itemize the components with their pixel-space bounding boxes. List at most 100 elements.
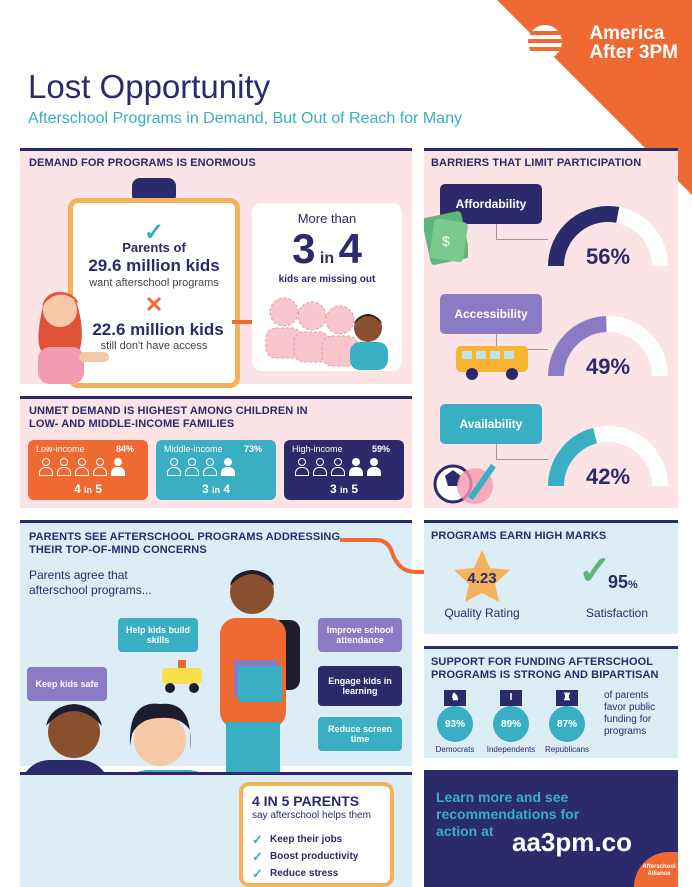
income-label: Low-income bbox=[36, 444, 85, 454]
support-note: of parents favor public funding for prog… bbox=[604, 690, 656, 737]
elephant-icon: ♜ bbox=[556, 690, 578, 706]
person-icon bbox=[38, 458, 54, 476]
barrier-value: 56% bbox=[585, 244, 631, 269]
ratio-display: 3 in 4 bbox=[252, 225, 402, 273]
income-pct: 59% bbox=[372, 444, 391, 454]
person-icon bbox=[348, 458, 364, 476]
person-icon bbox=[184, 458, 200, 476]
money-icon: $ bbox=[424, 211, 468, 265]
ratio-b: 4 bbox=[338, 225, 362, 272]
help-item-label: Boost productivity bbox=[270, 851, 359, 862]
person-head bbox=[114, 458, 122, 466]
person-icon bbox=[166, 458, 182, 476]
cta-line-2: recommendations for bbox=[436, 806, 580, 822]
income-ratio-in: in bbox=[212, 485, 220, 495]
gauge-fill bbox=[548, 316, 607, 377]
support-label: Republicans bbox=[544, 745, 590, 754]
barrier-gauge bbox=[548, 316, 668, 377]
demand-heading: DEMAND FOR PROGRAMS IS ENORMOUS bbox=[29, 157, 256, 169]
check-icon: ✓ bbox=[252, 832, 263, 847]
i-icon: I bbox=[500, 690, 522, 706]
income-ratio-b: 5 bbox=[95, 482, 103, 496]
support-label: Democrats bbox=[435, 745, 475, 754]
rating-value: 4.23 bbox=[467, 570, 497, 587]
unmet-heading-line-2: LOW- AND MIDDLE-INCOME FAMILIES bbox=[29, 418, 235, 430]
tag-improve-school-attendance: Improve school attendance bbox=[318, 618, 402, 652]
alliance-line-1: Afterschool bbox=[642, 864, 676, 870]
person-head bbox=[224, 458, 232, 466]
person-head bbox=[298, 458, 306, 466]
concerns-intro-line-2: afterschool programs... bbox=[29, 583, 152, 597]
person-head bbox=[352, 458, 360, 466]
unmet-heading-line-1: UNMET DEMAND IS HIGHEST AMONG CHILDREN I… bbox=[29, 405, 308, 417]
income-ratio-b: 4 bbox=[223, 482, 231, 496]
logo: America After 3PM bbox=[589, 24, 678, 62]
man-illustration-icon bbox=[220, 570, 300, 772]
person-body bbox=[75, 467, 89, 476]
barrier-gauge bbox=[548, 206, 668, 267]
logo-line-2: After 3PM bbox=[589, 42, 678, 63]
no-access-text: still don't have access bbox=[100, 340, 208, 352]
check-icon: ✓ bbox=[252, 849, 263, 864]
person-body bbox=[349, 467, 363, 476]
income-ratio-a: 3 bbox=[201, 482, 209, 496]
cta-line-3: action at bbox=[436, 823, 494, 839]
ratio-a: 3 bbox=[292, 225, 316, 272]
ratio-in: in bbox=[319, 250, 335, 267]
income-people bbox=[38, 458, 142, 476]
support-badge: 89% bbox=[493, 706, 529, 742]
person-head bbox=[316, 458, 324, 466]
kids-no-access-value: 22.6 million kids bbox=[92, 320, 224, 339]
cta-line-1: Learn more and see bbox=[436, 789, 569, 805]
svg-text:$: $ bbox=[442, 233, 450, 249]
person-body bbox=[57, 467, 71, 476]
more-than-label: More than bbox=[297, 211, 357, 226]
person-head bbox=[334, 458, 342, 466]
want-text: want afterschool programs bbox=[89, 277, 219, 289]
person-icon bbox=[56, 458, 72, 476]
clipboard-clip-icon bbox=[132, 178, 176, 200]
page-subtitle: Afterschool Programs in Demand, But Out … bbox=[28, 110, 462, 127]
tag-reduce-screen-time: Reduce screen time bbox=[318, 717, 402, 751]
support-badge: 87% bbox=[549, 706, 585, 742]
person-head bbox=[170, 458, 178, 466]
person-body bbox=[111, 467, 125, 476]
support-label: Independents bbox=[486, 745, 536, 754]
clipboard-card bbox=[68, 198, 240, 388]
person-head bbox=[206, 458, 214, 466]
person-body bbox=[221, 467, 235, 476]
income-people bbox=[294, 458, 398, 476]
person-body bbox=[295, 467, 309, 476]
barrier-connector bbox=[496, 224, 548, 240]
barrier-gauge bbox=[548, 426, 668, 487]
concerns-intro-line-1: Parents agree that bbox=[29, 568, 128, 582]
gauge-fill bbox=[548, 427, 598, 487]
income-ratio-in: in bbox=[340, 485, 348, 495]
school-bus-icon bbox=[456, 346, 528, 380]
income-pct: 84% bbox=[116, 444, 135, 454]
person-icon bbox=[92, 458, 108, 476]
person-body bbox=[331, 467, 345, 476]
kids-silhouettes-icon bbox=[265, 297, 388, 370]
concerns-intro: Parents agree that afterschool programs.… bbox=[29, 568, 152, 598]
girl-illustration-icon bbox=[38, 292, 109, 384]
satisfaction-value-group: 95% bbox=[608, 572, 638, 593]
person-head bbox=[370, 458, 378, 466]
gauge-fill bbox=[548, 206, 620, 267]
cta-panel bbox=[424, 770, 678, 887]
donkey-icon: ♞ bbox=[444, 690, 466, 706]
barrier-connector bbox=[496, 444, 548, 460]
person-body bbox=[185, 467, 199, 476]
cta-url-link[interactable]: aa3pm.co bbox=[512, 827, 632, 857]
person-icon bbox=[74, 458, 90, 476]
income-people bbox=[166, 458, 270, 476]
person-icon bbox=[312, 458, 328, 476]
unmet-heading: UNMET DEMAND IS HIGHEST AMONG CHILDREN I… bbox=[29, 405, 308, 431]
tag-help-kids-build-skills: Help kids build skills bbox=[118, 618, 198, 652]
satisfaction-check-icon: ✓ bbox=[578, 549, 612, 593]
satisfaction-value: 95 bbox=[608, 572, 629, 592]
star-icon bbox=[454, 550, 510, 602]
person-icon bbox=[330, 458, 346, 476]
person-icon bbox=[294, 458, 310, 476]
support-heading: SUPPORT FOR FUNDING AFTERSCHOOL PROGRAMS… bbox=[431, 656, 659, 682]
